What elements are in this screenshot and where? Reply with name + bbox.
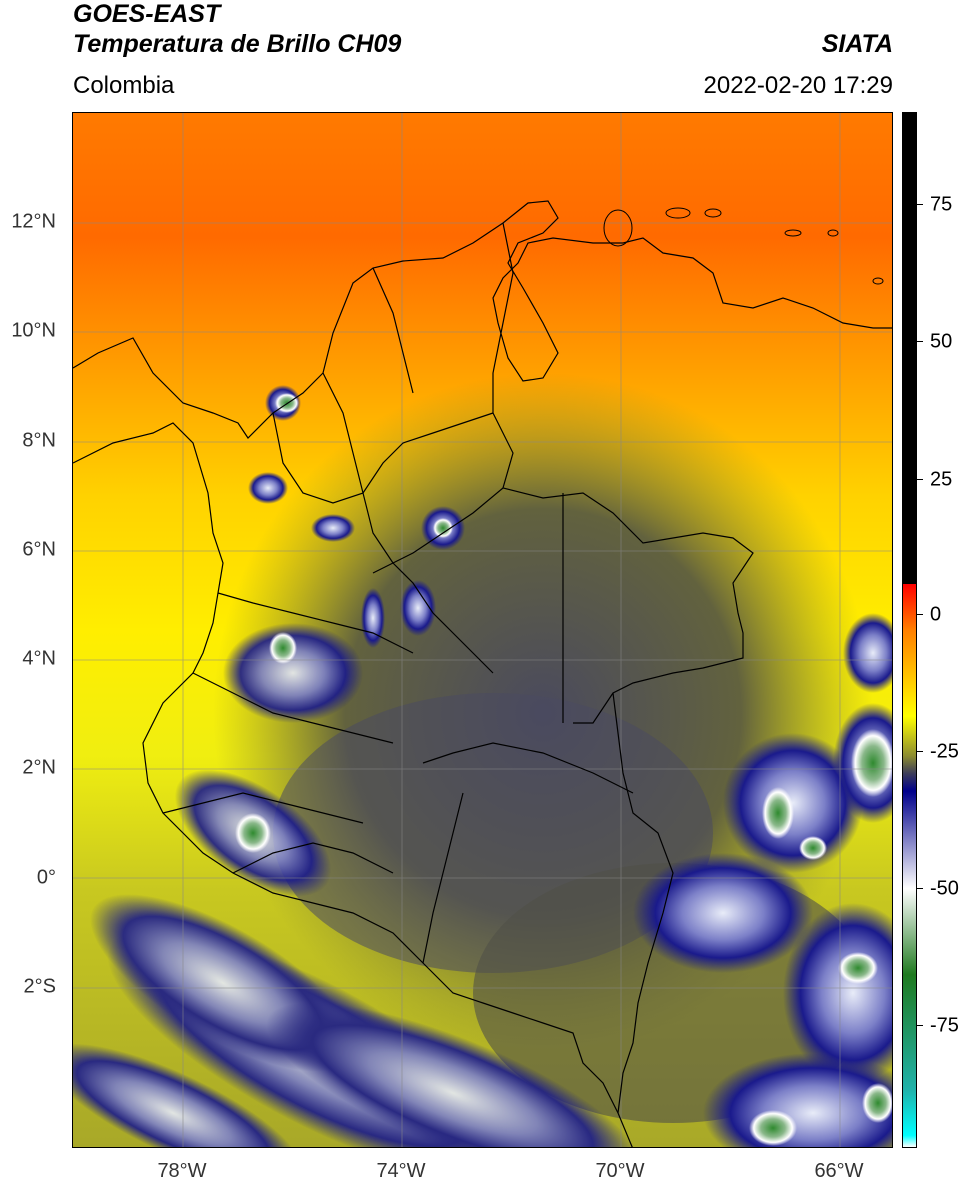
colorbar — [902, 112, 917, 1148]
lon-label: 70°W — [595, 1160, 645, 1182]
colorbar-tick — [917, 751, 923, 752]
lat-label: 10°N — [11, 319, 56, 342]
colorbar-tick — [917, 1025, 923, 1026]
lon-label: 66°W — [814, 1160, 864, 1182]
colorbar-label: 50 — [930, 330, 953, 353]
colorbar-label: -50 — [930, 877, 959, 900]
colorbar-tick — [917, 341, 923, 342]
satellite-title: GOES-EAST — [73, 0, 221, 28]
colorbar-tick — [917, 479, 923, 480]
lon-label: 78°W — [157, 1160, 207, 1182]
colorbar-label: 0 — [930, 603, 942, 626]
lat-label: 2°S — [23, 975, 56, 998]
datetime-label: 2022-02-20 17:29 — [703, 72, 894, 99]
coastlines-and-borders — [73, 200, 892, 1147]
colorbar-label: 75 — [930, 193, 953, 216]
colorbar-label: -25 — [930, 740, 959, 763]
colorbar-tick — [917, 614, 923, 615]
brand-label: SIATA — [821, 30, 893, 58]
product-title: Temperatura de Brillo CH09 — [73, 30, 402, 58]
lat-label: 6°N — [22, 538, 56, 561]
colorbar-tick — [917, 204, 923, 205]
satellite-map[interactable] — [72, 112, 893, 1148]
colorbar-label: 25 — [930, 468, 953, 491]
gridlines — [73, 113, 892, 1147]
lat-label: 12°N — [11, 210, 56, 233]
lat-label: 4°N — [22, 647, 56, 670]
map-canvas — [73, 113, 892, 1147]
colorbar-label: -75 — [930, 1014, 959, 1037]
lon-label: 74°W — [376, 1160, 426, 1182]
lat-label: 0° — [36, 866, 56, 889]
cold-cores — [235, 393, 892, 1146]
region-label: Colombia — [73, 72, 175, 99]
colorbar-tick — [917, 888, 923, 889]
lat-label: 2°N — [22, 756, 56, 779]
islands — [603, 207, 884, 285]
lat-label: 8°N — [22, 429, 56, 452]
